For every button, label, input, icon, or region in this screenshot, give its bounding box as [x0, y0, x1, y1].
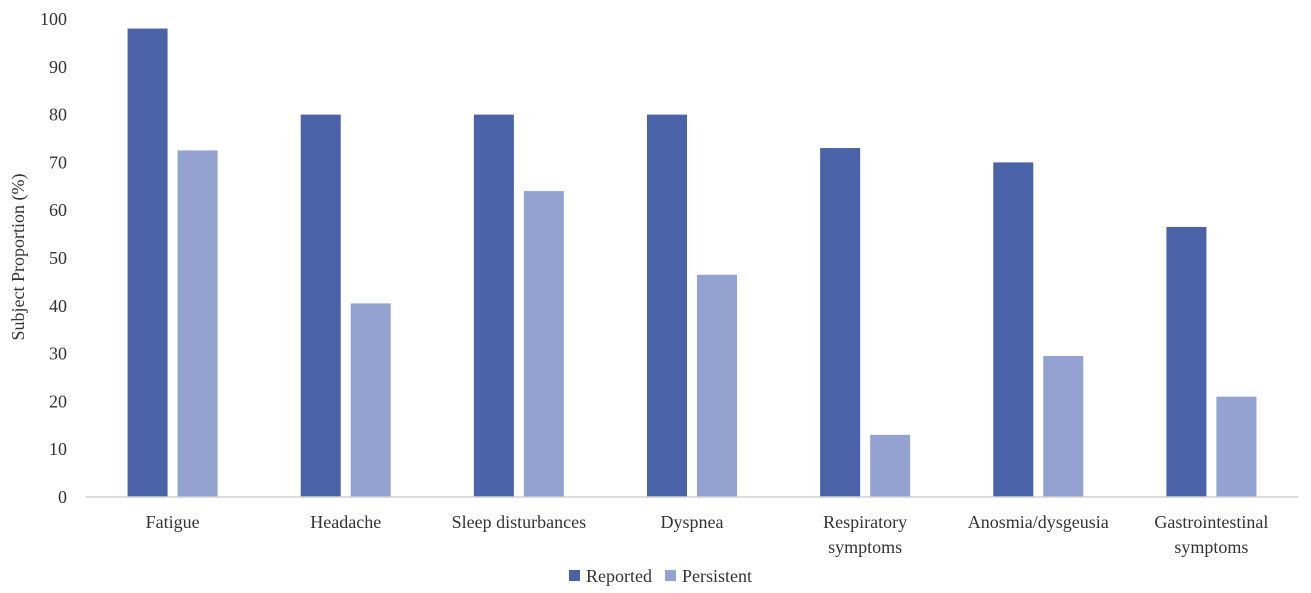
legend-label: Persistent: [682, 566, 752, 586]
legend: Reported Persistent: [569, 566, 752, 586]
y-tick-label: 70: [49, 152, 67, 172]
bar-persistent: [1216, 396, 1257, 497]
y-tick-label: 100: [40, 9, 67, 29]
x-tick-label: Respiratory symptoms: [823, 512, 907, 557]
bars: [127, 28, 1257, 498]
y-tick-label: 90: [49, 57, 67, 77]
bar-persistent: [177, 150, 218, 497]
x-tick-label: Gastrointestinal symptoms: [1154, 512, 1268, 557]
y-tick-label: 0: [58, 487, 67, 507]
x-tick-label: Anosmia/dysgeusia: [968, 512, 1109, 532]
bar-persistent: [697, 274, 737, 497]
bar-reported: [993, 162, 1034, 497]
bar-persistent: [1043, 355, 1084, 497]
legend-swatch: [569, 570, 580, 581]
bar-persistent: [523, 191, 564, 497]
y-tick-label: 80: [49, 105, 67, 125]
y-tick-label: 20: [49, 391, 67, 411]
y-tick-label: 60: [49, 200, 67, 220]
y-tick-label: 50: [49, 248, 67, 268]
x-tick-label: Sleep disturbances: [452, 512, 586, 532]
legend-item-reported: Reported: [569, 566, 652, 586]
bar-reported: [1166, 226, 1207, 497]
legend-item-persistent: Persistent: [664, 566, 752, 586]
bar-reported: [127, 28, 168, 498]
y-tick-label: 10: [49, 439, 67, 459]
bar-reported: [647, 114, 687, 497]
bar-reported: [300, 114, 341, 497]
y-axis-title: Subject Proportion (%): [8, 174, 29, 341]
legend-label: Reported: [586, 566, 652, 586]
bar-persistent: [350, 303, 391, 497]
x-tick-label: Fatigue: [146, 512, 200, 532]
bar-persistent: [870, 434, 911, 497]
y-tick-label: 40: [49, 296, 67, 316]
x-tick-label: Dyspnea: [661, 512, 724, 532]
y-axis-ticks: 0 10 20 30 40 50 60 70 80 90 100: [40, 9, 67, 507]
bar-reported: [473, 114, 514, 497]
legend-swatch: [664, 570, 676, 581]
x-tick-label: Headache: [310, 512, 381, 532]
x-axis-labels: Fatigue Headache Sleep disturbances Dyspnea…: [146, 512, 1269, 557]
bar-reported: [820, 148, 861, 497]
y-tick-label: 30: [49, 344, 67, 364]
y-axis-title-group: Subject Proportion (%): [8, 174, 29, 341]
